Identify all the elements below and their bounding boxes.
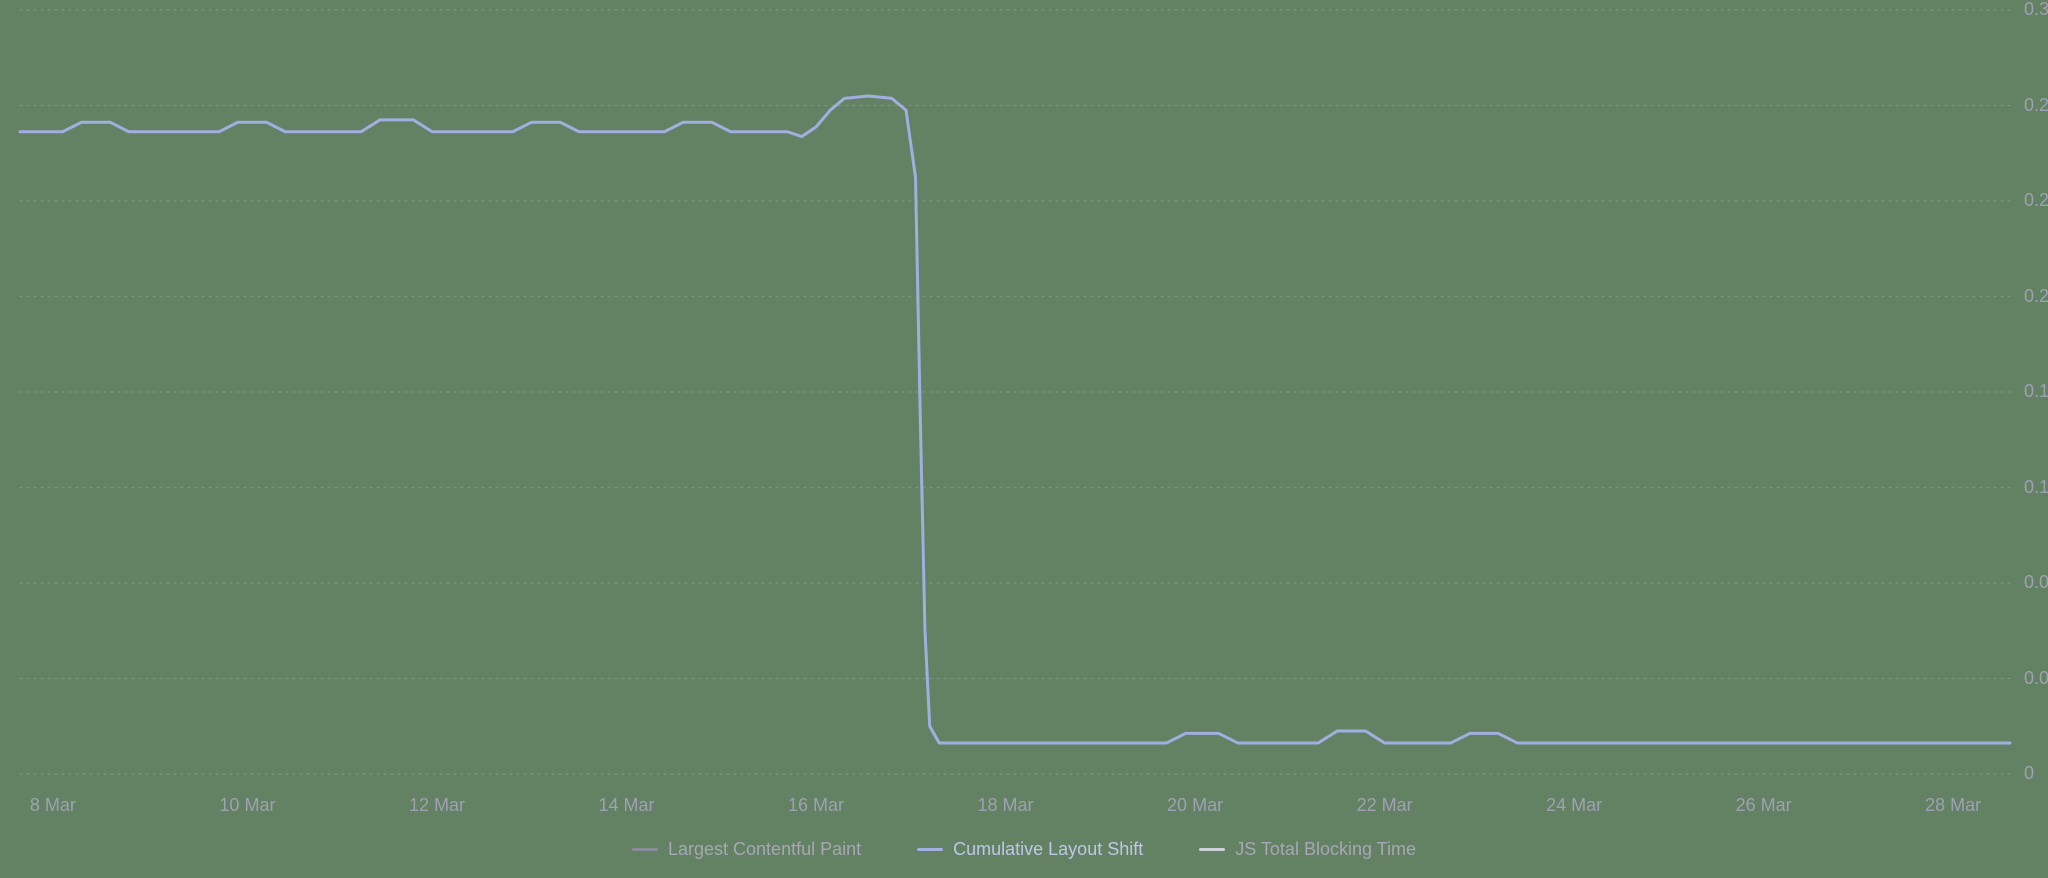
chart-svg — [0, 0, 2048, 878]
legend-label: Largest Contentful Paint — [668, 839, 861, 860]
y-tick-label: 0.08 — [2024, 572, 2048, 593]
y-tick-label: 0.12 — [2024, 477, 2048, 498]
x-tick-label: 16 Mar — [788, 795, 844, 816]
x-tick-label: 20 Mar — [1167, 795, 1223, 816]
legend-label: JS Total Blocking Time — [1235, 839, 1416, 860]
legend-label: Cumulative Layout Shift — [953, 839, 1143, 860]
y-tick-label: 0 — [2024, 763, 2034, 784]
legend-swatch — [1199, 848, 1225, 851]
x-tick-label: 22 Mar — [1357, 795, 1413, 816]
x-tick-label: 8 Mar — [30, 795, 76, 816]
x-tick-label: 10 Mar — [219, 795, 275, 816]
y-tick-label: 0.04 — [2024, 668, 2048, 689]
cls-line-chart: Largest Contentful Paint Cumulative Layou… — [0, 0, 2048, 878]
y-tick-label: 0.28 — [2024, 95, 2048, 116]
legend-item[interactable]: Cumulative Layout Shift — [917, 839, 1143, 860]
legend-item[interactable]: Largest Contentful Paint — [632, 839, 861, 860]
y-tick-label: 0.16 — [2024, 381, 2048, 402]
x-tick-label: 12 Mar — [409, 795, 465, 816]
x-tick-label: 18 Mar — [978, 795, 1034, 816]
legend-swatch — [917, 848, 943, 851]
y-tick-label: 0.24 — [2024, 190, 2048, 211]
legend-item[interactable]: JS Total Blocking Time — [1199, 839, 1416, 860]
legend-swatch — [632, 848, 658, 851]
x-tick-label: 28 Mar — [1925, 795, 1981, 816]
y-tick-label: 0.2 — [2024, 286, 2048, 307]
x-tick-label: 14 Mar — [598, 795, 654, 816]
x-tick-label: 26 Mar — [1736, 795, 1792, 816]
x-tick-label: 24 Mar — [1546, 795, 1602, 816]
chart-legend: Largest Contentful Paint Cumulative Layou… — [0, 835, 2048, 860]
y-tick-label: 0.32 — [2024, 0, 2048, 20]
